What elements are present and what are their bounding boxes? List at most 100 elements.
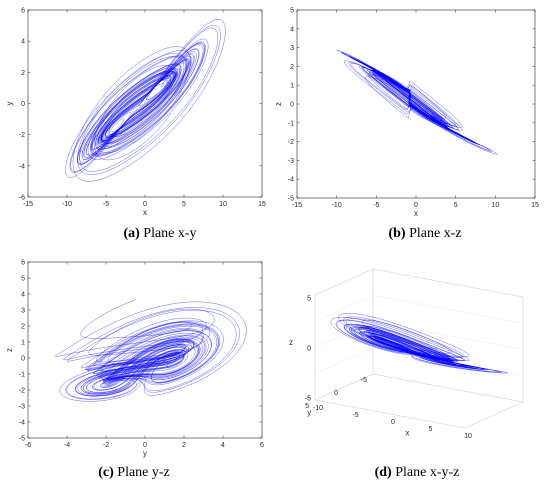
z-axis-label: z: [289, 338, 293, 347]
x-tick-label: 5: [454, 202, 458, 209]
y-axis-label: y: [307, 408, 311, 417]
y-tick-label: 4: [21, 39, 25, 46]
y-tick-label: 2: [290, 64, 294, 71]
y-tick-label: -4: [19, 420, 25, 427]
x-tick-label: 5: [182, 201, 186, 208]
x-tick-label: 0: [143, 201, 147, 208]
x-tick-label: 15: [531, 202, 539, 209]
y-tick-label: 3: [21, 308, 25, 315]
box-edge: [372, 373, 524, 403]
x-tick-label: 5: [429, 426, 433, 433]
y-tick-label: -1: [19, 372, 25, 379]
y-tick-label: -6: [19, 195, 25, 202]
z-tick-label: -5: [305, 395, 311, 402]
x-tick-label: 10: [491, 202, 499, 209]
y-tick-label: 5: [21, 276, 25, 283]
y-tick-label: 2: [21, 324, 25, 331]
y-tick-label: 1: [21, 340, 25, 347]
x-tick-label: -10: [62, 201, 72, 208]
y-tick-label: 3: [290, 45, 294, 52]
y-tick-label: -5: [288, 196, 294, 203]
x-tick-label: 10: [464, 433, 472, 440]
grid-line: [372, 295, 524, 324]
x-tick-label: -4: [64, 442, 70, 449]
x-axis-label: x: [143, 208, 147, 217]
caption-tag: (a): [123, 226, 140, 241]
caption-d: (d) Plane x-y-z: [317, 465, 517, 481]
y-tick-label: 6: [21, 260, 25, 267]
caption-c: (c) Plane y-z: [34, 465, 234, 481]
x-tick-label: -2: [103, 442, 109, 449]
x-tick-label: 0: [391, 419, 395, 426]
z-tick-label: 5: [307, 296, 311, 303]
y-tick-label: 6: [21, 8, 25, 15]
chart-plane-y-z: -6 -4 -2 0 2 4 6 -5 -4 -3 -2 -1 0 1 2 3 4 5 6 y z: [5, 260, 264, 459]
x-tick-label: 6: [260, 442, 264, 449]
trajectory-line: [330, 313, 508, 374]
box-edge: [314, 268, 374, 296]
grid-line: [314, 295, 374, 322]
x-tick-label: 10: [219, 201, 227, 208]
caption-text: Plane x-z: [409, 226, 462, 241]
x-tick-label: -15: [292, 202, 302, 209]
x-tick-label: 0: [414, 202, 418, 209]
y-tick-label: 5: [305, 403, 309, 410]
box-edge: [464, 401, 524, 429]
x-tick-label: -10: [313, 405, 323, 412]
y-axis-label: z: [274, 102, 283, 106]
x-axis-label: x: [406, 428, 410, 437]
y-tick-label: 0: [21, 356, 25, 363]
caption-text: Plane y-z: [117, 465, 170, 480]
box-edge: [314, 373, 374, 401]
y-tick-label: 4: [290, 26, 294, 33]
x-tick-label: 4: [221, 442, 225, 449]
x-axis-label: y: [143, 449, 147, 458]
caption-a: (a) Plane x-y: [60, 226, 260, 242]
x-tick-label: 15: [258, 201, 266, 208]
caption-tag: (b): [388, 226, 406, 241]
x-tick-label: -10: [332, 202, 342, 209]
y-tick-label: -2: [19, 132, 25, 139]
y-tick-label: -4: [288, 177, 294, 184]
grid-line: [372, 321, 524, 350]
x-tick-label: -6: [25, 442, 31, 449]
y-tick-label: -5: [361, 377, 367, 384]
caption-b: (b) Plane x-z: [325, 226, 525, 242]
y-tick-label: 0: [334, 390, 338, 397]
y-tick-label: -3: [288, 158, 294, 165]
x-tick-label: -5: [103, 201, 109, 208]
y-axis-label: y: [5, 102, 14, 106]
caption-text: Plane x-y-z: [395, 465, 460, 480]
trajectory-line: [55, 299, 247, 402]
trajectory-line: [65, 19, 226, 182]
caption-tag: (c): [98, 465, 114, 480]
y-tick-label: 0: [290, 102, 294, 109]
x-axis-label: x: [414, 209, 418, 218]
y-tick-label: -2: [288, 139, 294, 146]
y-tick-label: -4: [19, 163, 25, 170]
panel-c: -6 -4 -2 0 2 4 6 -5 -4 -3 -2 -1 0 1 2 3 4 5 6 y z (c) Plane …: [0, 250, 275, 489]
y-tick-label: 1: [290, 83, 294, 90]
y-tick-label: 4: [21, 292, 25, 299]
x-tick-label: -15: [23, 201, 33, 208]
box-edge: [314, 399, 466, 429]
chart-plane-x-y: -15 -10 -5 0 5 10 15 -6 -4 -2 0 2 4 6 x y: [5, 8, 266, 218]
panel-b: -15 -10 -5 0 5 10 15 -5 -4 -3 -2 -1 0 1 2 3 4 5 x z (b) Pla…: [274, 0, 550, 250]
box-edge: [372, 268, 524, 298]
y-tick-label: 2: [21, 70, 25, 77]
y-tick-label: -3: [19, 404, 25, 411]
panel-d: -5 0 5 -10 -5 0 5 10 -5 0 5 z x y (d) Plane x-y-z: [275, 250, 550, 489]
y-axis-label: z: [5, 348, 14, 352]
trajectory-line: [336, 49, 498, 155]
y-tick-label: -5: [19, 436, 25, 443]
x-tick-label: -5: [352, 412, 358, 419]
x-tick-label: 0: [143, 442, 147, 449]
x-tick-label: 2: [182, 442, 186, 449]
caption-tag: (d): [374, 465, 392, 480]
grid-line: [314, 347, 374, 374]
panel-a: -15 -10 -5 0 5 10 15 -6 -4 -2 0 2 4 6 x y (a) Plane x-y: [0, 0, 275, 250]
y-tick-label: 5: [290, 8, 294, 15]
y-tick-label: -1: [288, 120, 294, 127]
